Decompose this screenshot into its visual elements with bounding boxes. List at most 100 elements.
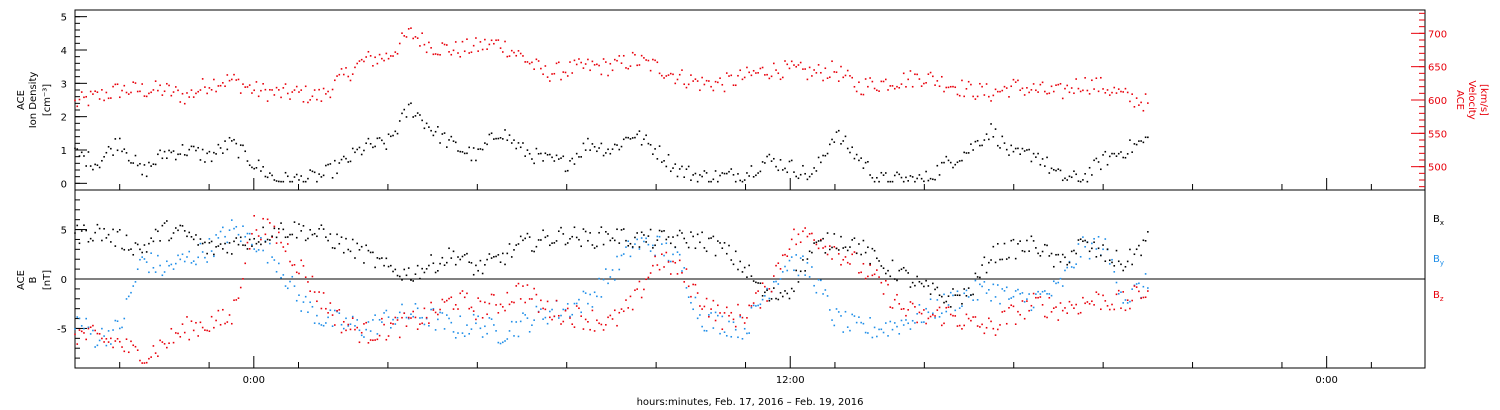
density-point	[134, 154, 137, 157]
bz-point	[587, 321, 589, 323]
by-point	[1044, 290, 1046, 292]
bx-point	[730, 259, 733, 261]
velocity-point	[381, 57, 383, 60]
velocity-point	[748, 71, 750, 74]
by-point	[517, 335, 520, 338]
bz-point	[746, 317, 748, 319]
by-point	[372, 319, 374, 321]
bx-point	[1046, 244, 1048, 247]
bx-point	[141, 251, 143, 254]
velocity-point	[463, 50, 466, 53]
density-point	[336, 172, 338, 175]
velocity-point	[887, 89, 889, 91]
bx-point	[302, 225, 305, 227]
bx-point	[710, 237, 712, 239]
by-point	[1008, 298, 1010, 300]
velocity-point	[242, 83, 244, 85]
velocity-point	[195, 92, 197, 95]
bx-point	[351, 238, 354, 241]
density-point	[584, 149, 587, 151]
bx-point	[528, 236, 531, 238]
by-point	[208, 238, 211, 240]
bz-point	[990, 320, 992, 323]
by-point	[979, 283, 981, 286]
bz-point	[356, 326, 359, 329]
bz-point	[217, 309, 220, 312]
by-point	[640, 237, 643, 239]
bz-point	[1120, 307, 1122, 310]
bx-point	[1100, 254, 1102, 257]
bx-point	[1077, 239, 1080, 241]
by-point	[145, 261, 148, 263]
bx-point	[1059, 261, 1062, 263]
bx-point	[295, 236, 298, 239]
density-point	[199, 159, 202, 161]
density-point	[708, 180, 710, 183]
bx-point	[994, 261, 997, 264]
density-point	[217, 143, 220, 146]
velocity-point	[307, 101, 309, 104]
velocity-point	[820, 71, 822, 74]
velocity-point	[74, 99, 76, 102]
bx-point	[820, 239, 822, 242]
by-point	[945, 310, 948, 313]
bz-point	[233, 299, 235, 302]
bx-point	[466, 252, 468, 255]
by-point	[600, 296, 603, 298]
bx-point	[844, 246, 847, 248]
velocity-point	[282, 87, 285, 89]
by-point	[452, 331, 455, 333]
density-point	[76, 148, 79, 150]
x-tick-label: 0:00	[243, 375, 265, 386]
velocity-point	[963, 95, 965, 98]
density-point	[430, 129, 432, 132]
bz-point	[336, 309, 338, 312]
bz-point	[472, 310, 475, 312]
bx-point	[208, 242, 211, 244]
density-point	[575, 152, 578, 155]
bx-point	[1084, 239, 1086, 242]
density-point	[282, 180, 285, 183]
bz-point	[869, 264, 871, 266]
by-point	[916, 313, 918, 315]
bx-point	[589, 232, 591, 234]
by-point	[667, 259, 670, 262]
by-point	[407, 317, 410, 320]
bx-point	[356, 242, 359, 245]
bz-point	[1100, 308, 1102, 311]
bx-point	[311, 233, 314, 236]
density-point	[761, 161, 764, 163]
velocity-point	[557, 61, 560, 64]
bx-point	[316, 235, 318, 238]
bz-point	[858, 272, 860, 274]
bx-point	[605, 230, 607, 233]
density-point	[701, 175, 703, 178]
bx-point	[269, 239, 271, 241]
density-point	[118, 137, 121, 140]
bz-point	[1057, 319, 1060, 321]
velocity-point	[943, 90, 945, 93]
velocity-point	[840, 65, 842, 68]
by-point	[219, 230, 222, 233]
bz-point	[497, 312, 500, 314]
density-point	[945, 155, 948, 158]
by-point	[486, 332, 488, 335]
density-point	[439, 142, 441, 144]
by-point	[712, 327, 715, 329]
density-point	[714, 170, 717, 172]
bz-point	[392, 323, 394, 325]
velocity-point	[336, 75, 338, 77]
bx-point	[336, 233, 338, 236]
density-point	[629, 138, 632, 140]
by-point	[779, 278, 782, 280]
bz-point	[76, 343, 79, 345]
bz-point	[560, 323, 562, 325]
velocity-point	[501, 51, 504, 53]
velocity-point	[513, 51, 515, 54]
bz-point	[163, 343, 166, 345]
density-point	[365, 142, 367, 145]
by-point	[143, 258, 146, 260]
density-point	[242, 144, 244, 147]
density-point	[401, 112, 403, 115]
velocity-point	[717, 81, 719, 84]
